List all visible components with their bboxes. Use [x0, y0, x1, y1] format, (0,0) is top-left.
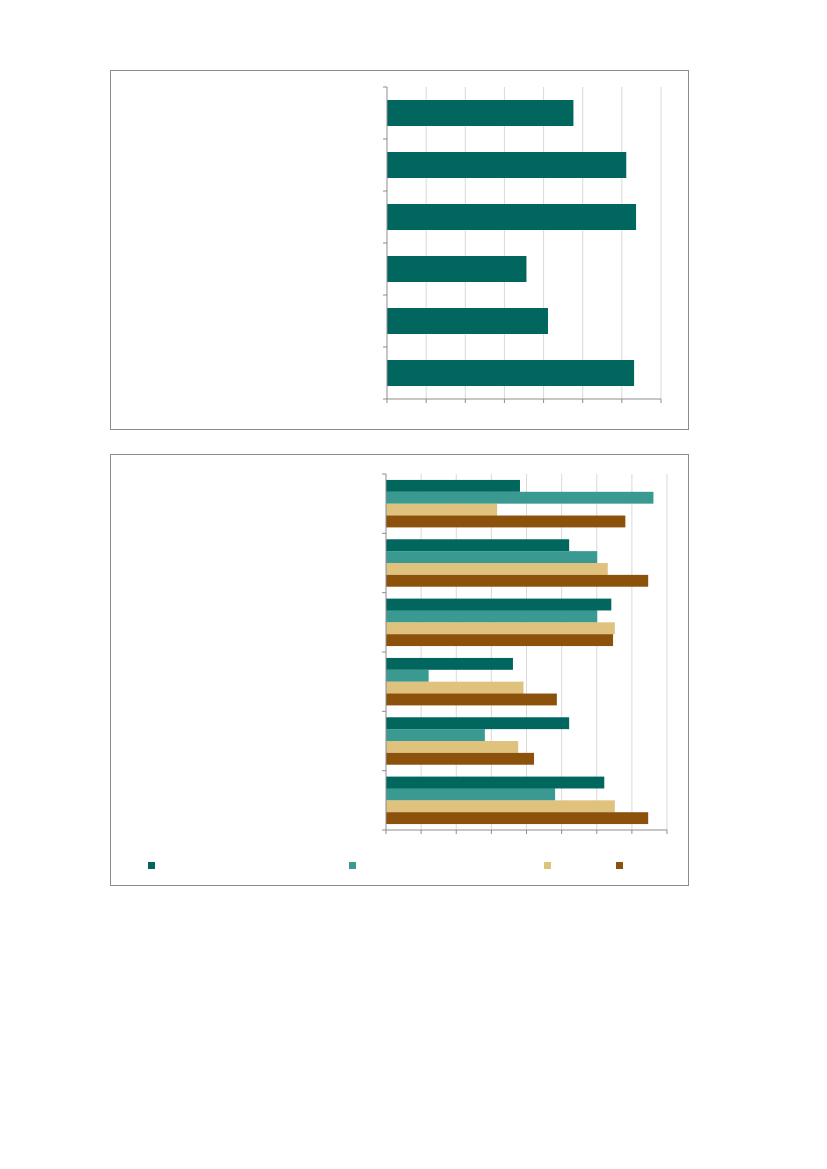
bar [386, 812, 649, 825]
legend-swatch [544, 862, 551, 869]
bar [386, 693, 557, 706]
bar [386, 634, 614, 647]
bar [386, 752, 535, 765]
chart-panel-1 [110, 70, 689, 430]
bar [386, 610, 598, 623]
bar [387, 152, 627, 178]
legend-swatch [616, 862, 623, 869]
bar [387, 360, 635, 386]
bar [386, 539, 570, 552]
bar [386, 622, 615, 635]
bar [386, 681, 524, 694]
bar [386, 563, 608, 575]
bar [386, 503, 498, 516]
bar [386, 788, 556, 801]
bar [386, 800, 615, 813]
legend-swatch [148, 862, 155, 869]
bar [386, 729, 485, 741]
bar [387, 256, 527, 282]
chart-panel-2 [110, 454, 689, 886]
legend-item [616, 862, 623, 869]
bar [386, 669, 429, 682]
bar [386, 717, 570, 730]
legend-item [148, 862, 155, 869]
bar [387, 204, 637, 230]
chart-1-plot [383, 86, 662, 403]
bar [386, 551, 598, 563]
chart-2-legend [111, 862, 690, 878]
legend-item [349, 862, 356, 869]
chart-2-plot [382, 473, 668, 834]
bar [386, 574, 649, 587]
bar [386, 598, 612, 611]
bar [386, 741, 519, 753]
bar [386, 491, 654, 504]
legend-item [544, 862, 551, 869]
bar [387, 100, 574, 126]
bar [386, 776, 605, 789]
bar [386, 479, 520, 492]
legend-swatch [349, 862, 356, 869]
bar [386, 657, 513, 670]
bar [386, 515, 626, 528]
bar [387, 308, 548, 334]
